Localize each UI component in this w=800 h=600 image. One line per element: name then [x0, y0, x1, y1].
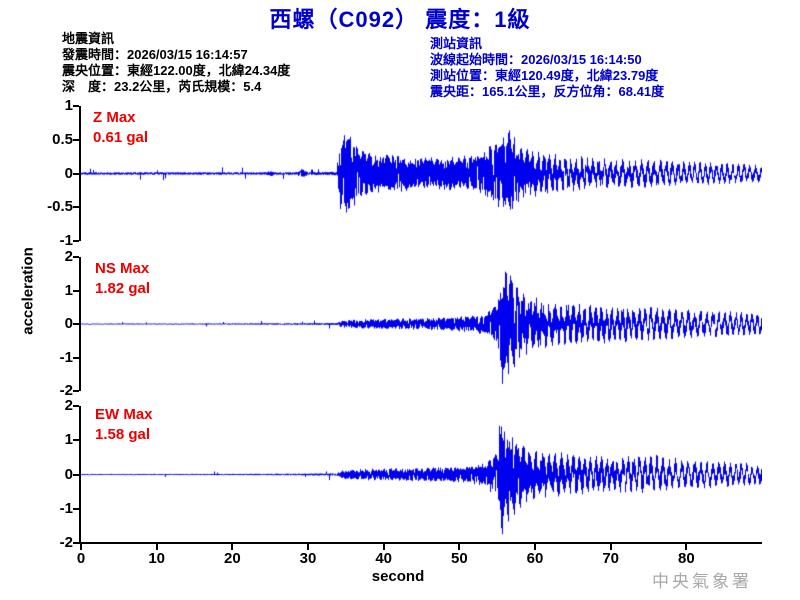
y-tick-label-ns: 1: [64, 281, 73, 299]
x-tick: [685, 544, 688, 550]
y-tick-ew: [73, 439, 79, 442]
x-tick: [609, 544, 612, 550]
y-tick-label-z: 1: [64, 97, 73, 114]
y-tick-label-ew: 2: [64, 397, 73, 414]
x-axis-line: [79, 542, 762, 544]
x-tick-label: 40: [375, 550, 392, 567]
station-info-heading: 測站資訊: [430, 36, 483, 51]
x-tick-label: 20: [223, 550, 241, 567]
x-tick: [155, 544, 158, 550]
y-tick-label-z: 0.5: [52, 130, 73, 148]
y-tick-ew: [73, 405, 79, 407]
x-tick: [307, 544, 309, 550]
y-tick-z: [73, 240, 79, 242]
station-epicentral-distance: 震央距：165.1公里，反方位角：68.41度: [430, 84, 665, 99]
station-location: 測站位置：東經120.49度，北緯23.79度: [430, 68, 659, 83]
y-tick-z: [73, 206, 79, 209]
earthquake-info: 地震資訊 發震時間：2026/03/15 16:14:57 震央位置：東經122…: [62, 31, 290, 95]
y-tick-label-ns: -2: [59, 382, 73, 399]
y-tick-label-z: -1: [59, 232, 73, 249]
earthquake-epicenter: 震央位置：東經122.00度，北緯24.34度: [62, 63, 291, 78]
x-tick-label: 30: [299, 550, 317, 567]
y-tick-ns: [73, 323, 79, 325]
waveform-canvas-ns: [81, 257, 762, 391]
y-tick-label-ns: 2: [64, 248, 73, 265]
y-tick-label-ns: -1: [59, 348, 73, 366]
y-tick-label-z: 0: [64, 164, 73, 182]
x-tick: [80, 544, 82, 550]
y-tick-label-ew: -2: [59, 534, 73, 551]
y-tick-ns: [73, 356, 79, 359]
y-tick-label-ew: 1: [64, 431, 73, 449]
y-tick-label-z: -0.5: [47, 198, 73, 216]
x-tick: [231, 544, 234, 550]
y-tick-label-ew: 0: [64, 465, 73, 483]
x-tick-label: 70: [602, 550, 619, 567]
agency-watermark: 中央氣象署: [652, 572, 752, 591]
y-tick-z: [73, 105, 79, 107]
x-tick-label: 10: [148, 550, 165, 567]
waveform-canvas-ew: [81, 406, 762, 543]
y-tick-z: [73, 138, 79, 141]
x-tick-label: 0: [76, 550, 86, 567]
y-tick-ew: [73, 542, 79, 544]
earthquake-depth-magnitude: 深 度：23.2公里，芮氏規模：5.4: [62, 79, 262, 94]
x-tick-label: 80: [677, 550, 695, 567]
x-axis-title: second: [371, 568, 425, 585]
station-wave-start-time: 波線起始時間：2026/03/15 16:14:50: [430, 52, 642, 67]
station-info: 測站資訊 波線起始時間：2026/03/15 16:14:50 測站位置：東經1…: [430, 36, 664, 100]
y-tick-ew: [73, 473, 79, 476]
y-tick-ew: [73, 507, 79, 510]
x-tick: [382, 544, 385, 550]
y-tick-z: [73, 172, 79, 175]
y-tick-ns: [73, 390, 79, 392]
y-tick-ns: [73, 256, 79, 258]
earthquake-origin-time: 發震時間：2026/03/15 16:14:57: [62, 47, 248, 62]
y-tick-ns: [73, 289, 79, 292]
earthquake-info-heading: 地震資訊: [62, 31, 115, 46]
y-axis-line-ew: [79, 406, 81, 543]
x-tick-label: 50: [450, 550, 468, 567]
y-tick-label-ns: 0: [64, 315, 73, 332]
y-axis-line-z: [79, 106, 81, 241]
x-tick-label: 60: [526, 550, 544, 567]
waveform-canvas-z: [81, 106, 762, 241]
y-tick-label-ew: -1: [59, 499, 73, 517]
y-axis-line-ns: [79, 257, 81, 391]
x-tick: [534, 544, 536, 550]
page-title: 西螺（C092） 震度：1級: [269, 7, 531, 32]
x-tick: [458, 544, 461, 550]
